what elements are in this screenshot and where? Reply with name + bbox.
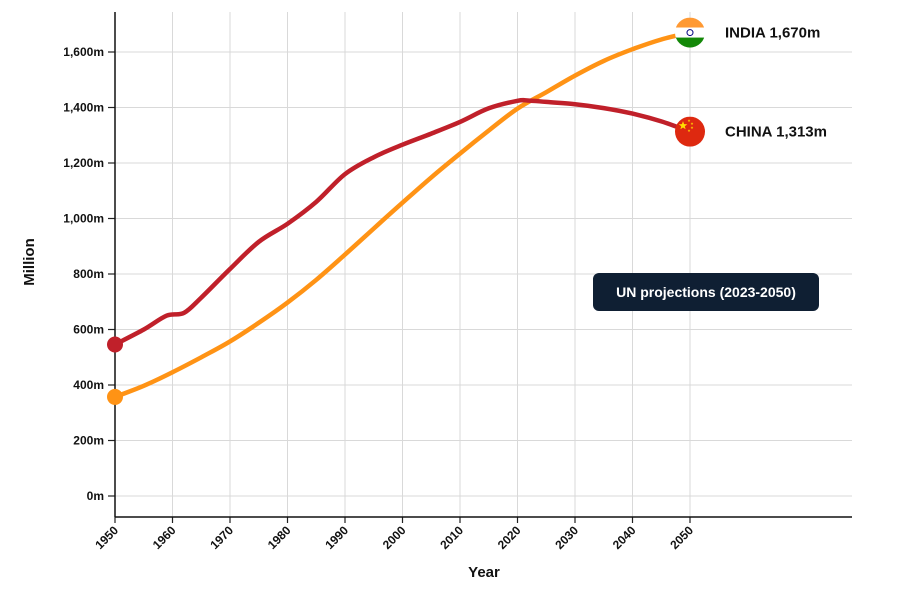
x-tick-label: 1980 (265, 523, 294, 552)
india-flag-green (675, 37, 705, 48)
china-flag-small-star (690, 126, 694, 129)
x-tick-label: 1970 (207, 523, 236, 552)
y-tick-label: 1,200m (63, 156, 104, 170)
china-flag-small-star (687, 129, 691, 132)
callout-text: UN projections (2023-2050) (616, 284, 796, 300)
china-line (112, 97, 693, 347)
x-tick-label: 1950 (92, 523, 121, 552)
china-flag-icon (675, 116, 705, 147)
x-tick-label: 2020 (495, 523, 524, 552)
x-axis-title: Year (468, 564, 500, 581)
y-tick-label: 200m (73, 434, 104, 448)
y-tick-label: 1,000m (63, 212, 104, 226)
x-tick-label: 2030 (552, 523, 581, 552)
india-flag-white (675, 27, 705, 38)
india-line (112, 30, 693, 400)
y-tick-label: 600m (73, 323, 104, 337)
india-flag-body (675, 17, 705, 48)
china-flag-red (675, 116, 705, 147)
y-tick-label: 400m (73, 378, 104, 392)
india-start-point (107, 388, 123, 405)
china-flag-small-star (690, 122, 694, 125)
x-tick-label: 2040 (610, 523, 639, 552)
x-tick-label: 1990 (322, 523, 351, 552)
y-tick-label: 1,400m (63, 101, 104, 115)
y-axis-title: Million (21, 238, 38, 286)
grid-lines (114, 12, 852, 517)
axes: 0m 200m 400m 600m 800m 1,000m 1,200m 1,400m 1,60… (63, 12, 852, 552)
x-tick-label: 1960 (150, 523, 179, 552)
china-start-point (107, 336, 123, 353)
india-flag-saffron (675, 17, 705, 28)
y-tick-label: 1,600m (63, 45, 104, 59)
callout-box (593, 273, 819, 311)
china-end-label: CHINA 1,313m (725, 124, 827, 141)
x-tick-label: 2050 (667, 523, 696, 552)
series-lines (107, 30, 693, 405)
india-end-label: INDIA 1,670m (725, 25, 820, 42)
y-tick-label: 0m (87, 489, 104, 503)
china-flag-small-star (687, 119, 691, 122)
india-flag-chakra (686, 29, 694, 37)
end-labels: CHINA 1,313m INDIA 1,670m (675, 17, 827, 147)
x-tick-label: 2000 (380, 523, 409, 552)
china-flag-big-star (678, 121, 688, 130)
x-tick-label: 2010 (437, 523, 466, 552)
india-flag-icon (675, 17, 705, 48)
projection-callout: UN projections (2023-2050) (593, 273, 819, 311)
y-tick-label: 800m (73, 267, 104, 281)
china-flag-body (675, 116, 705, 147)
